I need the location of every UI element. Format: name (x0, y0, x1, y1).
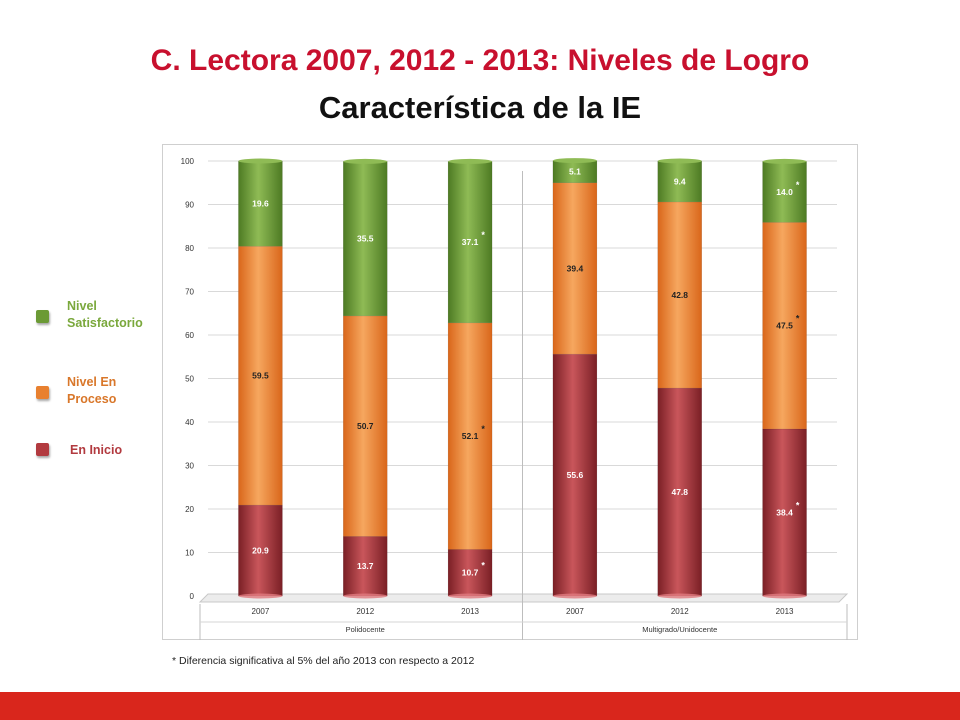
data-label: 5.1 (569, 167, 581, 177)
significance-marker: * (481, 424, 485, 434)
legend-label-inicio: En Inicio (70, 443, 123, 457)
bar-segment-satisfactorio (343, 161, 388, 317)
bar-base (448, 593, 493, 599)
legend-label-satisfactorio: Nivel Satisfactorio (67, 299, 143, 330)
chart-floor (198, 593, 849, 603)
data-label: 59.5 (252, 371, 269, 381)
bottom-accent-bar (0, 692, 960, 720)
y-tick-label: 50 (185, 375, 194, 384)
stacked-bar-chart: 20.959.519.613.750.735.510.7*52.1*37.1*5… (181, 157, 849, 640)
data-label: 37.1 (462, 237, 479, 247)
significance-marker: * (481, 230, 485, 240)
bar-top-cap (448, 158, 493, 164)
x-tick-label: 2012 (356, 607, 374, 616)
bar-segment-satisfactorio (447, 161, 493, 324)
data-label: 14.0 (776, 187, 793, 197)
data-label: 39.4 (567, 263, 584, 273)
data-label: 55.6 (567, 470, 584, 480)
data-label: 38.4 (776, 507, 793, 517)
x-tick-label: 2007 (252, 607, 270, 616)
y-tick-label: 0 (190, 592, 195, 601)
footnote: * Diferencia significativa al 5% del año… (172, 655, 475, 667)
group-label: Multigrado/Unidocente (642, 625, 717, 634)
data-label: 47.5 (776, 321, 793, 331)
data-label: 20.9 (252, 546, 269, 556)
bar-top-cap (552, 158, 597, 164)
legend-label-proceso: Nivel En Proceso (67, 375, 117, 406)
significance-marker: * (796, 500, 800, 510)
significance-marker: * (796, 180, 800, 190)
bar-base (238, 593, 283, 599)
legend-swatch-proceso (36, 386, 49, 399)
group-label: Polidocente (346, 625, 385, 634)
y-tick-label: 70 (185, 288, 194, 297)
data-label: 42.8 (671, 290, 688, 300)
bar-top-cap (238, 158, 283, 164)
data-label: 19.6 (252, 199, 269, 209)
legend-swatch-inicio (36, 443, 49, 456)
bar-segment-proceso (657, 201, 702, 389)
bar-segment-proceso (762, 222, 807, 430)
y-tick-label: 20 (185, 505, 194, 514)
data-label: 52.1 (462, 431, 479, 441)
data-label: 10.7 (462, 568, 479, 578)
bar-top-cap (343, 158, 388, 164)
bar-segment-inicio (552, 353, 598, 597)
bar-segment-satisfactorio (657, 160, 702, 203)
bar-top-cap (657, 158, 702, 164)
y-tick-label: 80 (185, 244, 194, 253)
data-label: 9.4 (674, 176, 686, 186)
bar-segment-inicio (343, 536, 388, 597)
bar-top-cap (762, 158, 807, 164)
bar-segment-satisfactorio (762, 161, 807, 223)
data-label: 47.8 (671, 487, 688, 497)
bar-segment-inicio (447, 549, 493, 597)
bar-segment-proceso (552, 182, 598, 355)
bar-base (762, 593, 807, 599)
y-tick-label: 10 (185, 549, 194, 558)
bar-segment-proceso (343, 315, 388, 537)
bar-segment-inicio (238, 504, 283, 597)
data-label: 50.7 (357, 421, 374, 431)
bar-base (343, 593, 388, 599)
y-tick-label: 30 (185, 462, 194, 471)
significance-marker: * (481, 561, 485, 571)
y-tick-label: 90 (185, 201, 194, 210)
bar-base (552, 593, 597, 599)
y-tick-label: 60 (185, 331, 194, 340)
bar-segment-inicio (762, 428, 807, 597)
x-tick-label: 2012 (671, 607, 689, 616)
bar-segment-proceso (447, 322, 493, 550)
data-label: 35.5 (357, 234, 374, 244)
data-label: 13.7 (357, 561, 374, 571)
legend-swatch-satisfactorio (36, 310, 49, 323)
y-tick-label: 100 (181, 157, 195, 166)
x-tick-label: 2013 (461, 607, 479, 616)
y-tick-label: 40 (185, 418, 194, 427)
bar-base (657, 593, 702, 599)
bar-segment-inicio (657, 387, 702, 597)
x-tick-label: 2007 (566, 607, 584, 616)
chart-subtitle: Característica de la IE (318, 90, 642, 125)
x-tick-label: 2013 (776, 607, 794, 616)
chart-title: C. Lectora 2007, 2012 - 2013: Niveles de… (150, 44, 810, 77)
significance-marker: * (796, 314, 800, 324)
